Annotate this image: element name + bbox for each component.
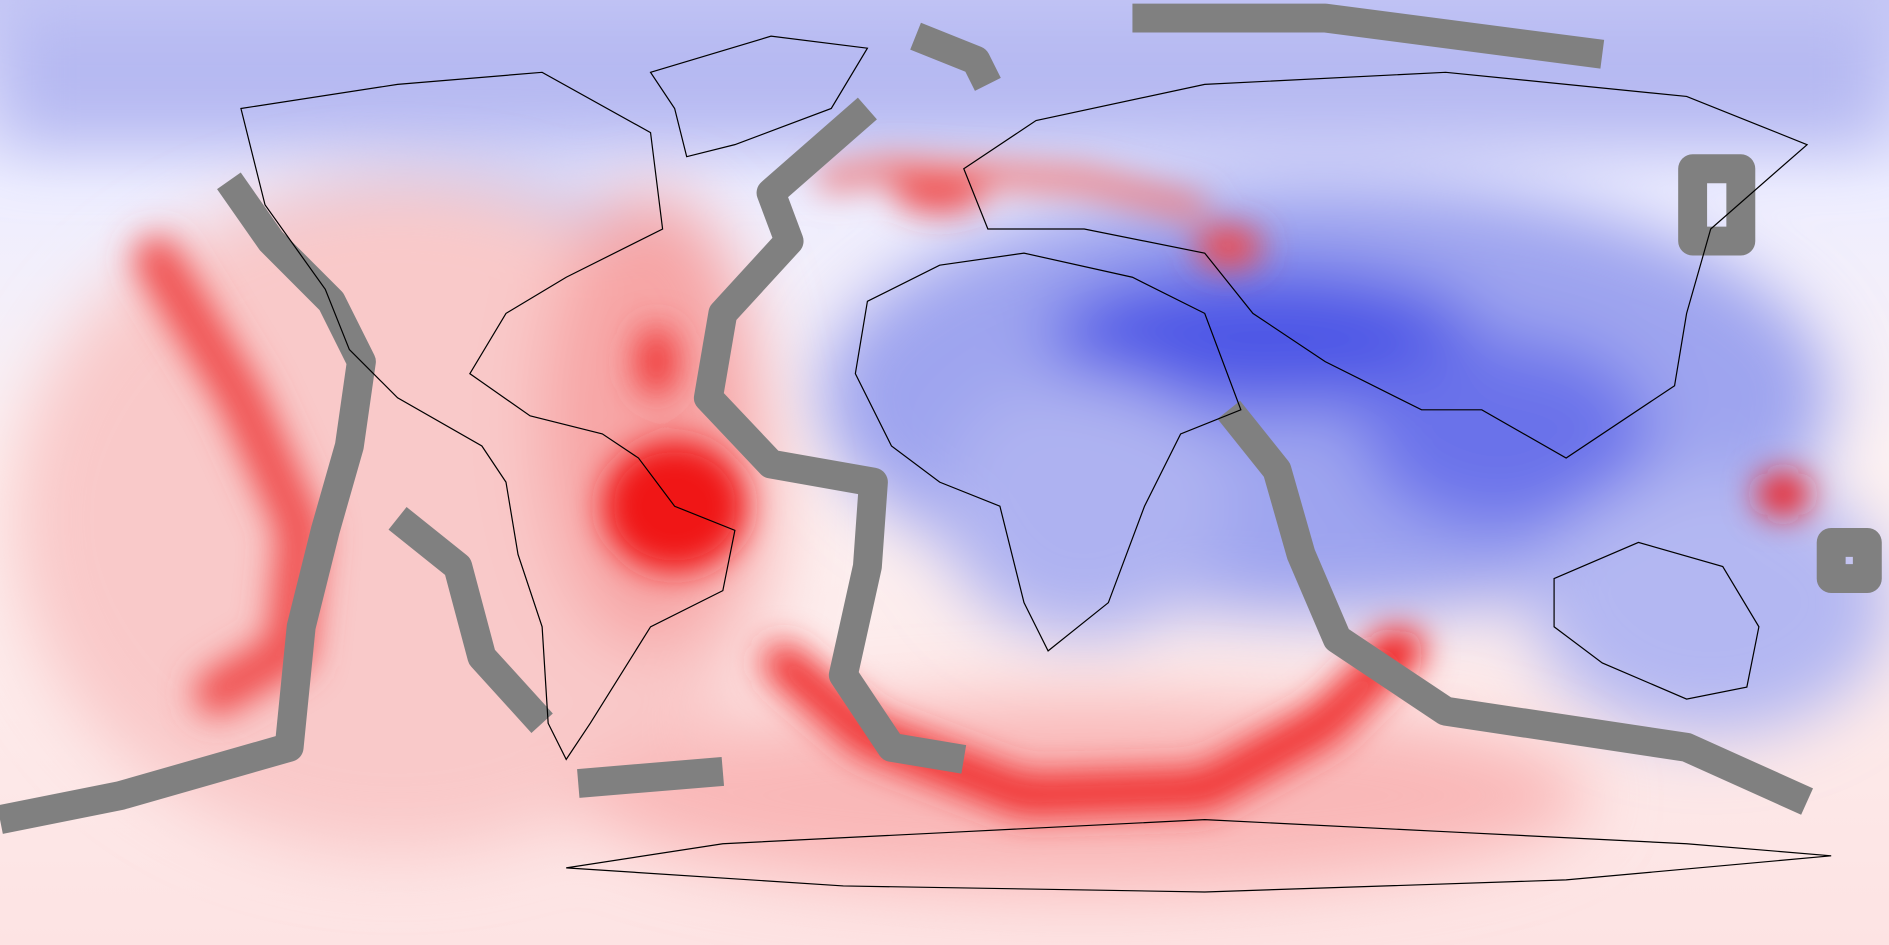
coastlines xyxy=(240,35,1832,893)
red-cores xyxy=(133,156,1810,817)
masked-ridges xyxy=(0,3,1882,834)
